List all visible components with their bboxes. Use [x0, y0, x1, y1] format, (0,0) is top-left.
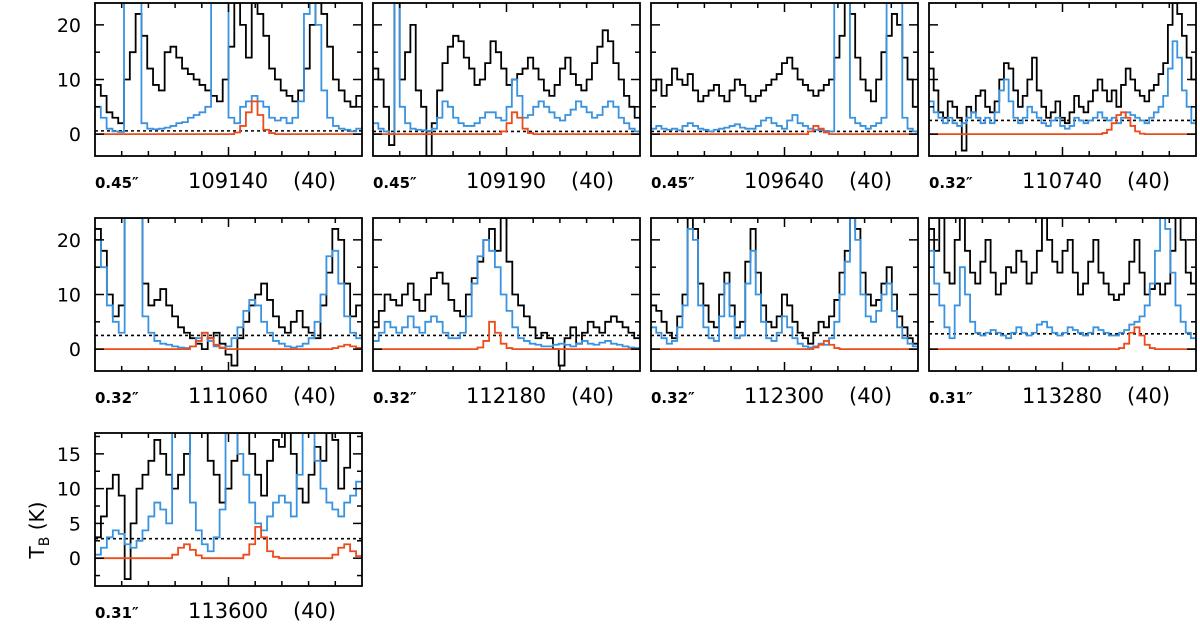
frequency-label: 109140	[188, 169, 268, 193]
transition-count-label: (40)	[849, 384, 892, 408]
panel-plot-area	[929, 3, 1196, 152]
y-axis-label-subscript: B	[37, 537, 53, 547]
full-model-line	[95, 218, 362, 349]
beam-size-label: 0.31″	[929, 389, 973, 407]
full-model-line	[651, 3, 918, 133]
spectrum-panel: 0.32″ 112300 (40)	[650, 217, 919, 408]
beam-size-label: 0.31″	[95, 604, 139, 622]
frequency-label: 113280	[1022, 384, 1102, 408]
beam-size-label: 0.32″	[651, 389, 695, 407]
panel-frame	[94, 432, 363, 587]
frequency-label: 112180	[466, 384, 546, 408]
target-model-line	[373, 111, 640, 136]
target-model-line	[929, 111, 1196, 136]
frequency-label: 113600	[188, 599, 268, 623]
frequency-label: 112300	[744, 384, 824, 408]
panel-plot-area	[95, 218, 362, 367]
y-tick-label: 20	[57, 15, 81, 37]
observed-spectrum-line	[95, 218, 362, 367]
panel-plot-area	[373, 218, 640, 367]
beam-size-label: 0.45″	[651, 174, 695, 192]
target-model-line	[651, 125, 918, 136]
full-model-line	[373, 238, 640, 349]
panel-plot-area	[95, 433, 362, 580]
y-tick-label: 0	[69, 548, 81, 570]
y-axis-label: TB (K)	[25, 502, 53, 560]
panel-plot-area	[95, 3, 362, 136]
observed-spectrum-line	[651, 3, 918, 108]
full-model-line	[929, 40, 1196, 130]
full-model-line	[95, 433, 362, 556]
beam-size-label: 0.32″	[95, 389, 139, 407]
y-tick-label: 0	[69, 339, 81, 361]
full-model-line	[651, 218, 918, 349]
y-tick-label: 0	[69, 124, 81, 146]
panel-plot-area	[651, 218, 918, 351]
beam-size-label: 0.45″	[373, 174, 417, 192]
spectrum-panel: 0 10 20 0.45″ 109140 (40)	[57, 2, 363, 193]
target-model-line	[651, 340, 918, 351]
transition-count-label: (40)	[293, 169, 336, 193]
full-model-line	[929, 218, 1196, 340]
transition-count-label: (40)	[849, 169, 892, 193]
y-tick-label: 15	[57, 444, 81, 466]
y-tick-label: 10	[57, 70, 81, 92]
transition-count-label: (40)	[571, 169, 614, 193]
full-model-line	[95, 3, 362, 133]
beam-size-label: 0.32″	[929, 174, 973, 192]
y-axis-label-unit: (K)	[25, 502, 49, 537]
spectrum-panel: 0.45″ 109640 (40)	[650, 2, 919, 193]
y-axis-label-main: T	[25, 545, 49, 559]
panel-plot-area	[651, 3, 918, 136]
spectrum-panel: 0.32″ 112180 (40)	[372, 217, 641, 408]
transition-count-label: (40)	[293, 384, 336, 408]
transition-count-label: (40)	[1127, 384, 1170, 408]
beam-size-label: 0.32″	[373, 389, 417, 407]
observed-spectrum-line	[95, 433, 362, 580]
y-tick-label: 10	[57, 285, 81, 307]
y-tick-label: 10	[57, 479, 81, 501]
transition-count-label: (40)	[293, 599, 336, 623]
observed-spectrum-line	[929, 218, 1196, 301]
spectrum-panel: 0.32″ 110740 (40)	[928, 2, 1197, 193]
panel-plot-area	[373, 3, 640, 156]
frequency-label: 109640	[744, 169, 824, 193]
frequency-label: 111060	[188, 384, 268, 408]
y-tick-label: 20	[57, 230, 81, 252]
observed-spectrum-line	[929, 3, 1196, 152]
frequency-label: 109190	[466, 169, 546, 193]
target-model-line	[929, 326, 1196, 351]
panel-plot-area	[929, 218, 1196, 351]
transition-count-label: (40)	[571, 384, 614, 408]
observed-spectrum-line	[373, 218, 640, 367]
target-model-line	[95, 331, 362, 351]
panel-frame	[928, 2, 1197, 157]
spectrum-panel: 0.45″ 109190 (40)	[372, 2, 641, 193]
target-model-line	[95, 100, 362, 136]
observed-spectrum-line	[373, 3, 640, 156]
target-model-line	[95, 525, 362, 560]
frequency-label: 110740	[1022, 169, 1102, 193]
spectrum-panel: 0 5 10 15 0.31″ 113600 (40)	[57, 432, 363, 623]
full-model-line	[373, 3, 640, 136]
transition-count-label: (40)	[1127, 169, 1170, 193]
observed-spectrum-line	[651, 218, 918, 345]
spectrum-panel: 0.31″ 113280 (40)	[928, 217, 1197, 408]
target-model-line	[373, 320, 640, 351]
spectrum-panel: 0 10 20 0.32″ 111060 (40)	[57, 217, 363, 408]
y-tick-label: 5	[69, 513, 81, 535]
beam-size-label: 0.45″	[95, 174, 139, 192]
